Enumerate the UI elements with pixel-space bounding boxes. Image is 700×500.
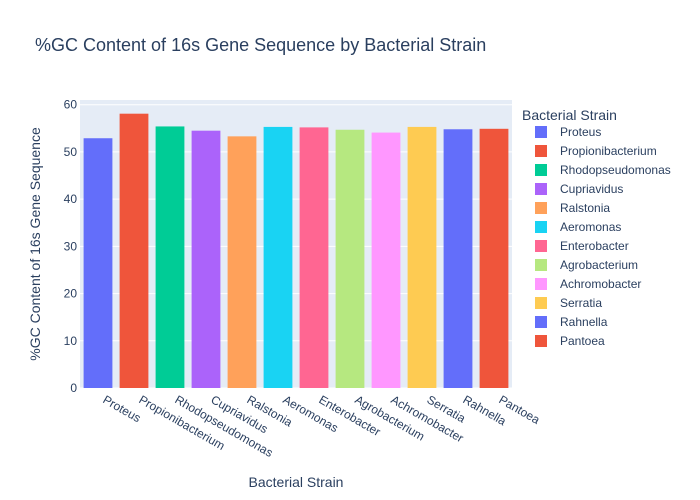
- y-axis-title: %GC Content of 16s Gene Sequence: [27, 127, 43, 361]
- legend-swatch: [535, 297, 547, 309]
- legend-swatch: [535, 183, 547, 195]
- legend-item-aeromonas[interactable]: Aeromonas: [535, 220, 621, 234]
- legend-label: Rhodopseudomonas: [560, 163, 671, 177]
- legend-label: Cupriavidus: [560, 182, 623, 196]
- y-tick-label: 40: [64, 192, 78, 206]
- legend-swatch: [535, 145, 547, 157]
- x-tick-labels: ProteusPropionibacteriumRhodopseudomonas…: [101, 392, 543, 459]
- legend-swatch: [535, 316, 547, 328]
- bar-rahnella[interactable]: [443, 129, 473, 388]
- y-tick-label: 50: [64, 145, 78, 159]
- bar-propionibacterium[interactable]: [119, 113, 149, 388]
- bar-agrobacterium[interactable]: [335, 129, 365, 388]
- bars: [83, 113, 509, 389]
- legend-label: Achromobacter: [560, 277, 641, 291]
- y-tick-label: 10: [64, 334, 78, 348]
- bar-proteus[interactable]: [83, 138, 113, 388]
- legend-label: Rahnella: [560, 315, 608, 329]
- bar-serratia[interactable]: [407, 126, 437, 389]
- legend-swatch: [535, 259, 547, 271]
- legend-item-ralstonia[interactable]: Ralstonia: [535, 201, 610, 215]
- bar-cupriavidus[interactable]: [191, 130, 221, 388]
- legend-swatch: [535, 221, 547, 233]
- legend-swatch: [535, 335, 547, 347]
- legend-label: Serratia: [560, 296, 602, 310]
- legend-label: Ralstonia: [560, 201, 610, 215]
- chart-title: %GC Content of 16s Gene Sequence by Bact…: [35, 35, 486, 55]
- legend-label: Proteus: [560, 125, 601, 139]
- plot-area: [80, 100, 512, 388]
- legend-item-rhodopseudomonas[interactable]: Rhodopseudomonas: [535, 163, 671, 177]
- legend-item-proteus[interactable]: Proteus: [535, 125, 601, 139]
- bar-ralstonia[interactable]: [227, 136, 257, 388]
- legend-item-enterobacter[interactable]: Enterobacter: [535, 239, 629, 253]
- y-tick-label: 30: [64, 239, 78, 253]
- legend-item-agrobacterium[interactable]: Agrobacterium: [535, 258, 638, 272]
- legend-item-propionibacterium[interactable]: Propionibacterium: [535, 144, 657, 158]
- legend-swatch: [535, 202, 547, 214]
- y-tick-labels: 0 10 20 30 40 50 60: [64, 98, 78, 395]
- bar-pantoea[interactable]: [479, 128, 509, 389]
- y-tick-label: 20: [64, 287, 78, 301]
- legend-item-rahnella[interactable]: Rahnella: [535, 315, 608, 329]
- bar-rhodopseudomonas[interactable]: [155, 126, 185, 389]
- y-tick-label: 0: [70, 381, 77, 395]
- legend-swatch: [535, 278, 547, 290]
- legend-label: Agrobacterium: [560, 258, 638, 272]
- legend-item-achromobacter[interactable]: Achromobacter: [535, 277, 641, 291]
- legend-label: Pantoea: [560, 334, 605, 348]
- legend-swatch: [535, 240, 547, 252]
- bar-aeromonas[interactable]: [263, 126, 293, 389]
- legend-label: Aeromonas: [560, 220, 621, 234]
- bar-achromobacter[interactable]: [371, 132, 401, 388]
- legend[interactable]: Bacterial Strain Proteus Propionibacteriu…: [522, 107, 671, 348]
- bar-enterobacter[interactable]: [299, 127, 329, 388]
- legend-label: Enterobacter: [560, 239, 629, 253]
- legend-label: Propionibacterium: [560, 144, 657, 158]
- legend-item-serratia[interactable]: Serratia: [535, 296, 602, 310]
- x-axis-title: Bacterial Strain: [249, 474, 344, 490]
- legend-title: Bacterial Strain: [522, 107, 617, 123]
- legend-item-cupriavidus[interactable]: Cupriavidus: [535, 182, 623, 196]
- legend-swatch: [535, 164, 547, 176]
- gridlines: [80, 104, 512, 389]
- x-tick-label: Proteus: [101, 392, 144, 425]
- legend-item-pantoea[interactable]: Pantoea: [535, 334, 605, 348]
- y-tick-label: 60: [64, 98, 78, 112]
- legend-swatch: [535, 126, 547, 138]
